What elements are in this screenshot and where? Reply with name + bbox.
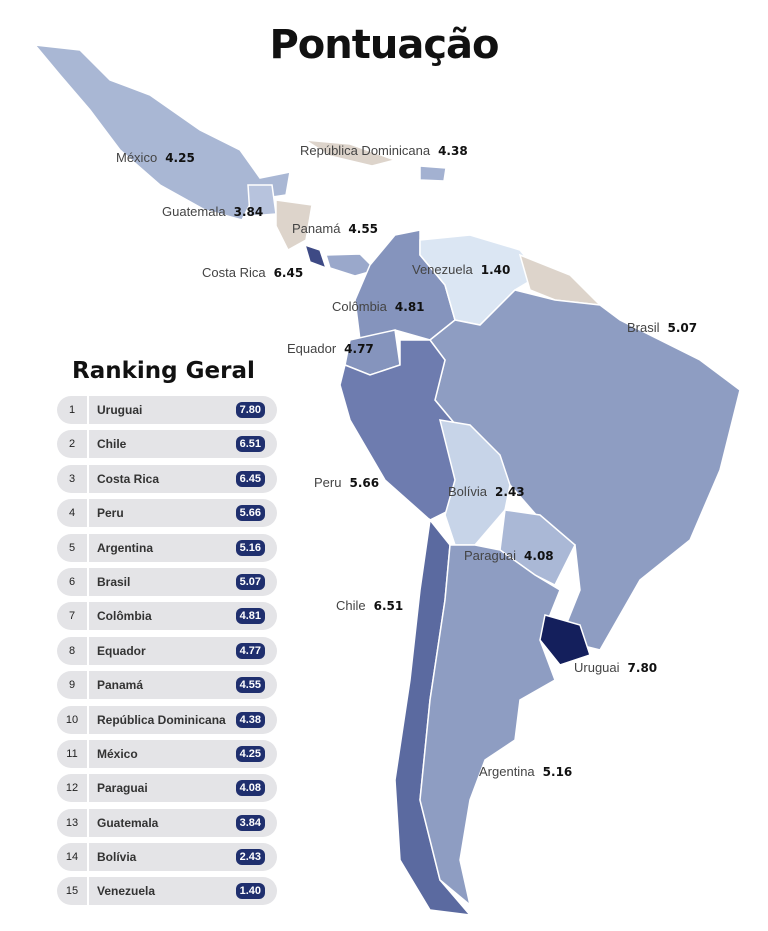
ranking-row: 3 Costa Rica 6.45 (57, 464, 277, 493)
map-label: Colômbia 4.81 (332, 299, 425, 314)
rank: 3 (57, 464, 89, 493)
country: Brasil (97, 574, 131, 589)
ranking-row: 2 Chile 6.51 (57, 430, 277, 459)
map-label: Costa Rica 6.45 (202, 265, 304, 280)
rank: 11 (57, 739, 89, 768)
ranking-title: Ranking Geral (72, 358, 255, 384)
country: Bolívia (97, 850, 137, 865)
score-badge: 4.25 (235, 745, 265, 762)
score-badge: 7.80 (235, 402, 265, 418)
ranking-row: 6 Brasil 5.07 (57, 567, 277, 596)
region-argentina (419, 544, 561, 907)
region-panama (324, 253, 378, 277)
map-label: Uruguai 7.80 (574, 660, 658, 675)
map-label: México 4.25 (116, 150, 195, 165)
ranking-row: 11 México 4.25 (57, 739, 277, 768)
map-label: República Dominicana 4.38 (300, 143, 468, 158)
map-label: Panamá 4.55 (292, 221, 379, 236)
score-badge: 4.81 (235, 608, 265, 625)
rank: 1 (57, 396, 89, 424)
ranking-table: 1 Uruguai 7.80 2 Chile 6.51 3 Costa Rica 6.45 … (57, 396, 277, 912)
country: Uruguai (97, 403, 143, 417)
country: México (97, 746, 138, 761)
map-label: Chile 6.51 (336, 598, 404, 613)
rank: 14 (57, 843, 89, 872)
region-bolivia (438, 419, 511, 546)
rank: 7 (57, 602, 89, 631)
ranking-row: 9 Panamá 4.55 (57, 671, 277, 700)
ranking-row: 14 Bolívia 2.43 (57, 843, 277, 872)
region-cuba (304, 139, 398, 167)
score-badge: 4.77 (235, 642, 265, 659)
rank: 2 (57, 430, 89, 459)
map-label: Paraguai 4.08 (464, 548, 554, 563)
ranking-row: 12 Paraguai 4.08 (57, 774, 277, 803)
ranking-row: 10 República Dominicana 4.38 (57, 705, 277, 734)
rank: 4 (57, 499, 89, 528)
country: Peru (97, 506, 124, 521)
score-badge: 6.45 (235, 470, 265, 487)
map-title: Pontuação (269, 22, 499, 68)
ranking-row: 13 Guatemala 3.84 (57, 808, 277, 837)
region-costa-rica (303, 243, 328, 270)
country: Paraguai (97, 781, 148, 796)
score-badge: 6.51 (235, 436, 265, 453)
map-label: Bolívia 2.43 (448, 484, 525, 499)
rank: 13 (57, 808, 89, 837)
map-label: Peru 5.66 (314, 475, 380, 490)
ranking-row: 5 Argentina 5.16 (57, 533, 277, 562)
score-badge: 3.84 (235, 814, 265, 831)
country: Panamá (97, 678, 144, 693)
region-uruguay (539, 614, 591, 666)
ranking-row: 7 Colômbia 4.81 (57, 602, 277, 631)
score-badge: 2.43 (235, 849, 265, 866)
score-badge: 5.16 (235, 539, 265, 556)
rank: 12 (57, 774, 89, 803)
ranking-row: 4 Peru 5.66 (57, 499, 277, 528)
rank: 8 (57, 636, 89, 665)
score-badge: 4.38 (235, 711, 265, 728)
score-badge: 4.08 (235, 780, 265, 797)
score-badge: 5.07 (235, 573, 265, 590)
region-mexico (33, 44, 291, 221)
map-label: Argentina 5.16 (479, 764, 573, 779)
score-badge: 4.55 (235, 677, 265, 694)
score-badge: 1.40 (235, 883, 265, 900)
ranking-row: 1 Uruguai 7.80 (57, 396, 277, 424)
country: Equador (97, 643, 146, 658)
country: Argentina (97, 540, 154, 555)
map-label: Brasil 5.07 (627, 320, 698, 335)
map-label: Venezuela 1.40 (412, 262, 511, 277)
rank: 9 (57, 671, 89, 700)
country: Chile (97, 437, 127, 452)
map-label: Guatemala 3.84 (162, 204, 264, 219)
region-central-america-unrated (275, 199, 313, 252)
score-badge: 5.66 (235, 505, 265, 522)
rank: 15 (57, 877, 89, 906)
rank: 5 (57, 533, 89, 562)
country: Colômbia (97, 609, 152, 624)
ranking-row: 8 Equador 4.77 (57, 636, 277, 665)
region-dominican-republic (419, 165, 447, 182)
country: Guatemala (97, 815, 159, 830)
country: Costa Rica (97, 471, 160, 486)
rank: 10 (57, 705, 89, 734)
map-label: Equador 4.77 (287, 341, 374, 356)
ranking-row: 15 Venezuela 1.40 (57, 877, 277, 906)
country: República Dominicana (97, 712, 226, 727)
rank: 6 (57, 567, 89, 596)
country: Venezuela (97, 884, 156, 899)
